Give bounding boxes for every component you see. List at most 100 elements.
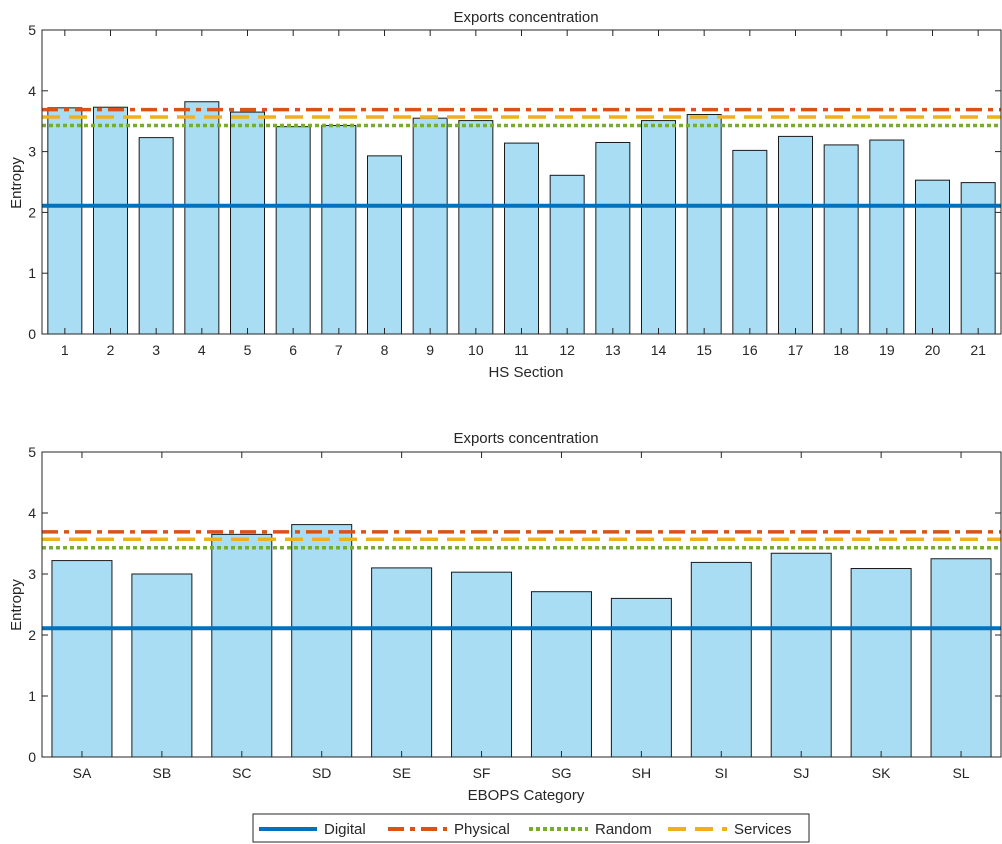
legend-label-physical: Physical — [454, 821, 510, 838]
bar-14 — [641, 120, 676, 335]
x-tick-label: 21 — [970, 342, 986, 358]
y-axis-label: Entropy — [8, 579, 25, 631]
reference-lines-group — [42, 107, 1001, 208]
y-axis-ticks: 0 1 2 3 4 5 — [28, 22, 1001, 342]
bar-9 — [412, 117, 448, 335]
y-tick-label: 4 — [28, 83, 36, 99]
y-tick-label: 3 — [28, 144, 36, 160]
bar-16 — [732, 149, 768, 335]
x-tick-label: 8 — [381, 342, 389, 358]
bar-SJ — [770, 552, 832, 758]
y-tick-label: 5 — [28, 22, 36, 38]
bar-SI — [690, 561, 752, 758]
bar-4 — [184, 101, 220, 335]
y-tick-label: 2 — [28, 204, 36, 220]
x-tick-label: SE — [392, 765, 411, 781]
x-tick-label: 18 — [833, 342, 849, 358]
x-tick-label: 2 — [107, 342, 115, 358]
y-tick-label: 2 — [28, 627, 36, 643]
x-tick-label: SG — [551, 765, 571, 781]
chart-title: Exports concentration — [453, 430, 598, 447]
x-tick-label: 14 — [651, 342, 667, 358]
bar-7 — [321, 124, 357, 335]
bar-6 — [275, 126, 311, 335]
axes-frame — [41, 451, 1002, 758]
x-tick-label: 7 — [335, 342, 343, 358]
x-axis-label: HS Section — [488, 364, 563, 381]
legend: Digital Physical Random Services — [252, 813, 810, 843]
bar-SH — [610, 597, 672, 758]
x-tick-label: SH — [632, 765, 651, 781]
bar-SA — [51, 560, 113, 758]
x-tick-label: 15 — [696, 342, 712, 358]
x-tick-label: SA — [73, 765, 92, 781]
bar-13 — [595, 141, 631, 335]
bar-21 — [960, 182, 996, 335]
y-axis-label: Entropy — [8, 157, 25, 209]
bar-SC — [211, 533, 273, 758]
x-tick-label: 16 — [742, 342, 758, 358]
bar-5 — [230, 111, 265, 335]
bar-SE — [371, 567, 433, 758]
bar-8 — [367, 155, 402, 335]
bar-18 — [823, 144, 859, 335]
x-axis-ticks: 1 2 3 4 5 6 7 8 9 10 11 12 13 14 15 16 17 18 19 20 21 — [61, 30, 986, 358]
bar-SB — [131, 573, 193, 758]
x-tick-label: 5 — [244, 342, 252, 358]
bar-12 — [549, 174, 585, 335]
bar-1 — [47, 107, 83, 335]
x-tick-label: 17 — [788, 342, 804, 358]
bar-2 — [93, 106, 128, 335]
x-tick-label: 12 — [559, 342, 575, 358]
y-tick-label: 0 — [28, 749, 36, 765]
x-tick-label: SD — [312, 765, 331, 781]
x-axis-ticks: SA SB SC SD SE SF SG SH SI SJ SK SL — [73, 452, 970, 781]
x-tick-label: 10 — [468, 342, 484, 358]
bar-SL — [930, 558, 992, 758]
bar-3 — [138, 137, 174, 335]
bar-15 — [686, 114, 722, 335]
x-tick-label: SL — [952, 765, 969, 781]
x-tick-label: SK — [872, 765, 891, 781]
y-tick-label: 3 — [28, 566, 36, 582]
bar-17 — [778, 135, 813, 335]
bar-10 — [458, 120, 494, 335]
x-tick-label: 1 — [61, 342, 69, 358]
y-tick-label: 1 — [28, 265, 36, 281]
bars-group — [51, 524, 992, 758]
legend-label-services: Services — [734, 821, 792, 838]
bar-11 — [504, 142, 539, 335]
x-tick-label: 19 — [879, 342, 895, 358]
x-tick-label: 11 — [514, 342, 529, 358]
y-axis-ticks: 0 1 2 3 4 5 — [28, 444, 1001, 765]
x-tick-label: SJ — [793, 765, 809, 781]
x-tick-label: SC — [232, 765, 251, 781]
bar-20 — [915, 179, 950, 335]
x-tick-label: SF — [473, 765, 491, 781]
y-tick-label: 4 — [28, 505, 36, 521]
x-tick-label: 4 — [198, 342, 206, 358]
x-axis-label: EBOPS Category — [468, 787, 585, 804]
bar-19 — [869, 139, 905, 335]
x-tick-label: 3 — [152, 342, 160, 358]
x-tick-label: 9 — [426, 342, 434, 358]
y-tick-label: 0 — [28, 326, 36, 342]
bar-SG — [530, 591, 592, 758]
legend-label-digital: Digital — [324, 821, 366, 838]
x-tick-label: 20 — [925, 342, 941, 358]
x-tick-label: SI — [715, 765, 728, 781]
x-tick-label: SB — [153, 765, 172, 781]
reference-lines-group — [42, 530, 1001, 631]
bar-SF — [451, 571, 513, 758]
chart-title: Exports concentration — [453, 9, 598, 26]
bar-SD — [291, 524, 353, 758]
x-tick-label: 6 — [289, 342, 297, 358]
y-tick-label: 1 — [28, 688, 36, 704]
y-tick-label: 5 — [28, 444, 36, 460]
legend-label-random: Random — [595, 821, 652, 838]
x-tick-label: 13 — [605, 342, 621, 358]
bars-group — [47, 101, 996, 335]
